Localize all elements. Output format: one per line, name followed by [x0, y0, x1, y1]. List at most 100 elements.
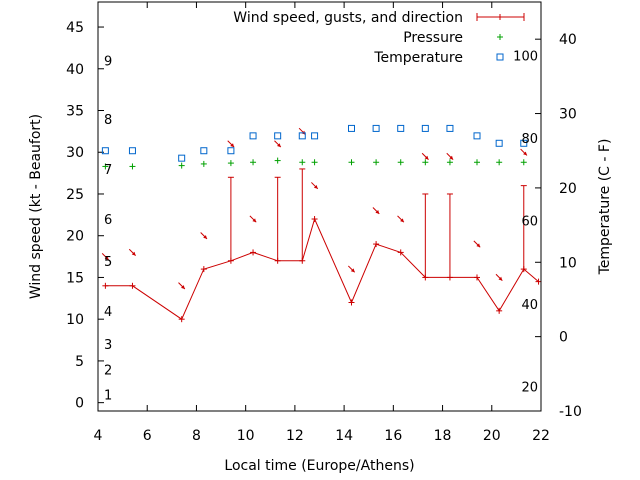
- temperature-point: [347, 124, 355, 132]
- wind-direction-arrow: [227, 140, 235, 148]
- temperature-point: [274, 132, 282, 140]
- wind-direction-arrow: [495, 273, 503, 281]
- arrow-head: [400, 218, 404, 223]
- y2-axis-label: Temperature (C - F): [597, 139, 613, 276]
- arrow-head: [181, 285, 185, 289]
- wind-speed-point: [397, 249, 404, 256]
- wind-direction-arrow: [347, 265, 356, 273]
- wind-speed-point: [129, 282, 136, 289]
- wind-speed-point: [311, 216, 318, 223]
- wind-direction-arrow: [178, 282, 186, 290]
- wind-direction-arrow: [520, 148, 528, 156]
- pressure-point: [422, 159, 429, 166]
- legend-label-temperature: Temperature: [373, 50, 463, 66]
- arrow-head: [476, 243, 481, 248]
- temperature-point: [128, 147, 136, 155]
- y2-tick-label: 20: [559, 181, 577, 197]
- wind-speed-point: [102, 282, 109, 289]
- wind-direction-arrow: [421, 152, 429, 160]
- wind-speed-point: [299, 257, 306, 264]
- beaufort-label: 1: [104, 388, 112, 403]
- y-tick-label: 45: [66, 20, 84, 36]
- arrow-head: [498, 276, 503, 281]
- y-tick-label: 0: [75, 396, 84, 412]
- y-tick-label: 5: [75, 354, 84, 370]
- y-tick-label: 25: [66, 187, 84, 203]
- y2-tick-label: -10: [559, 404, 582, 420]
- wind-direction-arrow: [101, 253, 109, 261]
- temperature-point: [101, 147, 109, 155]
- plot-frame: [97, 1, 542, 412]
- legend: Wind speed, gusts, and direction Pressur…: [233, 10, 525, 66]
- pressure-point: [200, 160, 207, 167]
- pressure-point: [348, 159, 355, 166]
- temperature-point: [227, 147, 235, 155]
- wind-direction-arrow: [473, 240, 481, 248]
- arrow-head: [203, 235, 207, 239]
- wind-speed-point: [250, 249, 257, 256]
- x-tick-label: 16: [384, 428, 402, 444]
- pressure-point: [397, 159, 404, 166]
- arrow-head: [230, 143, 235, 148]
- arrow-head: [277, 143, 281, 148]
- pressure-point: [446, 159, 453, 166]
- legend-temperature-square: [496, 53, 504, 61]
- labels-layer: 4 6 8 10 12 14 16 18 20 22051015202530354045-1001…: [66, 20, 582, 444]
- pressure-point: [178, 162, 185, 169]
- beaufort-label: 2: [104, 363, 112, 378]
- x-tick-label: 12: [286, 428, 304, 444]
- temperature-point: [311, 132, 319, 140]
- y-tick-label: 40: [66, 62, 84, 78]
- arrow-head: [252, 218, 257, 223]
- y-tick-label: 20: [66, 229, 84, 245]
- pressure-point: [496, 159, 503, 166]
- wind-speed-point: [373, 241, 380, 248]
- arrow-head: [449, 155, 454, 160]
- legend-label-pressure: Pressure: [403, 30, 463, 46]
- beaufort-label: 3: [104, 338, 112, 353]
- y-tick-label: 15: [66, 270, 84, 286]
- fahrenheit-label: 100: [513, 50, 538, 65]
- series-layer: [101, 124, 542, 323]
- arrow-head: [523, 151, 527, 156]
- x-axis-label: Local time (Europe/Athens): [224, 458, 414, 474]
- temperature-point: [495, 139, 503, 147]
- wind-speed-point: [200, 266, 207, 273]
- legend-sample-wind: [476, 13, 525, 21]
- pressure-point: [373, 159, 380, 166]
- wind-speed-point: [274, 257, 281, 264]
- fahrenheit-label: 40: [521, 298, 538, 313]
- x-tick-label: 6: [143, 428, 152, 444]
- wind-direction-arrow: [249, 215, 257, 223]
- beaufort-label: 8: [104, 113, 112, 128]
- pressure-point: [250, 159, 257, 166]
- x-tick-label: 8: [192, 428, 201, 444]
- pressure-point: [299, 159, 306, 166]
- fahrenheit-label: 20: [521, 380, 538, 395]
- beaufort-label: 7: [104, 163, 112, 178]
- wind-direction-arrow: [372, 207, 380, 215]
- wind-speed-point: [422, 274, 429, 281]
- y2-tick-label: 0: [559, 330, 568, 346]
- fahrenheit-label: 80: [521, 132, 538, 147]
- wind-direction-arrow: [274, 140, 282, 148]
- fahrenheit-label: 60: [521, 215, 538, 230]
- pressure-point: [520, 159, 527, 166]
- pressure-point: [129, 163, 136, 170]
- wind-speed-line: [105, 217, 539, 320]
- beaufort-label: 6: [104, 213, 112, 228]
- pressure-point: [311, 159, 318, 166]
- y2-tick-label: 10: [559, 255, 577, 271]
- temperature-point: [200, 147, 208, 155]
- arrow-head: [375, 210, 380, 214]
- wind-direction-arrow: [446, 152, 454, 160]
- x-tick-label: 4: [94, 428, 103, 444]
- y-tick-label: 30: [66, 145, 84, 161]
- beaufort-label: 9: [104, 54, 112, 69]
- wind-speed-point: [178, 316, 185, 323]
- pressure-point: [274, 157, 281, 164]
- beaufort-label: 4: [104, 305, 112, 320]
- pressure-point: [102, 163, 109, 170]
- y-axis-label: Wind speed (kt - Beaufort): [28, 114, 44, 299]
- temperature-point: [446, 124, 454, 132]
